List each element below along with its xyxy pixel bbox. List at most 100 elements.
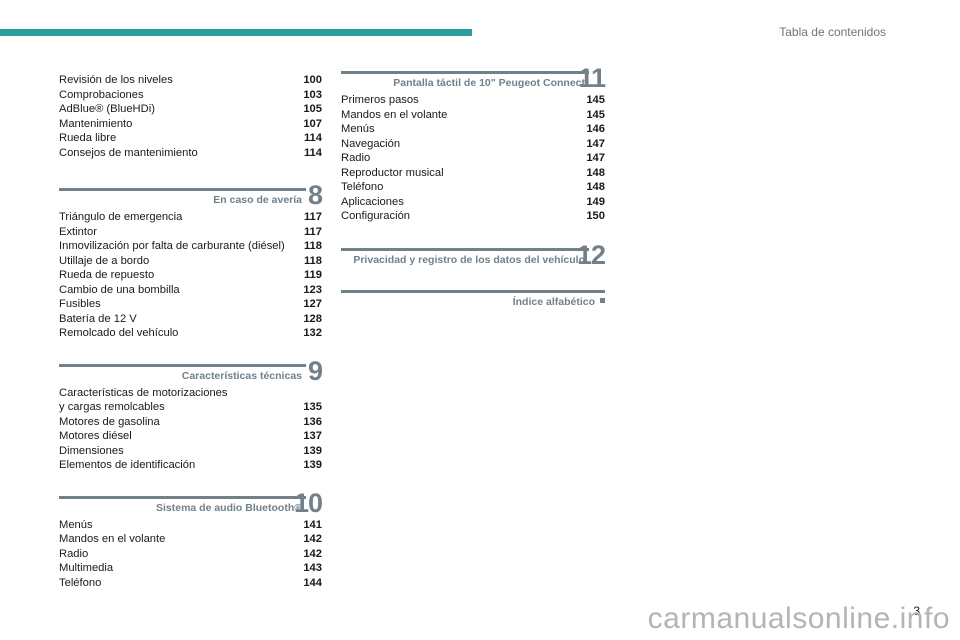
toc-entry-page: 105	[303, 103, 322, 115]
section-title: Características técnicas	[181, 369, 302, 382]
toc-entry-page: 127	[303, 298, 322, 310]
toc-entry[interactable]: Motores de gasolina 136	[59, 415, 322, 430]
toc-entry[interactable]: Teléfono 144	[59, 576, 322, 591]
section-number: 11	[578, 63, 606, 93]
toc-entry-label: Triángulo de emergencia	[59, 211, 183, 223]
section-rule	[59, 363, 306, 367]
toc-entry-page: 137	[303, 430, 322, 442]
toc-entry[interactable]: Revisión de los niveles 100	[59, 73, 322, 88]
section-header-8[interactable]: En caso de avería 8	[59, 180, 323, 210]
watermark: carmanualsonline.info	[647, 602, 950, 635]
toc-entry[interactable]: Cambio de una bombilla 123	[59, 283, 322, 298]
toc-entry[interactable]: Utillaje de a bordo 118	[59, 254, 322, 269]
toc-entry-label: Mandos en el volante	[341, 108, 448, 121]
top-accent-bar	[0, 29, 472, 36]
toc-entry-page: 145	[586, 94, 605, 106]
toc-entry[interactable]: Aplicaciones 149	[341, 195, 605, 210]
toc-entry-label: Navegación	[341, 137, 401, 150]
toc-entry[interactable]: Remolcado del vehículo 132	[59, 326, 322, 341]
toc-entry-label: Radio	[59, 547, 89, 560]
toc-entry-page: 150	[586, 210, 605, 222]
toc-entry[interactable]: Primeros pasos 145	[341, 93, 605, 108]
toc-entry[interactable]: Rueda libre 114	[59, 131, 322, 146]
toc-entry[interactable]: Fusibles 127	[59, 297, 322, 312]
index-title-wrap: Índice alfabético	[513, 296, 605, 308]
toc-entry[interactable]: Consejos de mantenimiento 114	[59, 146, 322, 161]
toc-entry-page: 146	[586, 123, 605, 135]
section-title: Sistema de audio Bluetooth®	[155, 501, 302, 514]
toc-entry-page: 136	[303, 415, 322, 428]
toc-entry-label: Menús	[341, 123, 375, 135]
toc-entry-label: Rueda libre	[59, 132, 117, 144]
section-header-10[interactable]: Sistema de audio Bluetooth® 10	[59, 487, 323, 518]
toc-entry-label: Configuración	[341, 210, 411, 222]
toc-entry-page: 118	[303, 254, 322, 267]
toc-entry[interactable]: Reproductor musical 148	[341, 166, 605, 181]
section-number: 9	[307, 355, 323, 386]
toc-entry[interactable]: Mantenimiento 107	[59, 117, 322, 132]
toc-entry[interactable]: Navegación 147	[341, 137, 605, 152]
toc-entry-page: 103	[303, 88, 322, 101]
toc-entry-label: Cambio de una bombilla	[59, 283, 180, 296]
toc-entry-label: y cargas remolcables	[59, 401, 165, 413]
toc-entry-label: Comprobaciones	[59, 88, 144, 101]
toc-entry[interactable]: Triángulo de emergencia 117	[59, 210, 322, 225]
toc-entry[interactable]: Configuración 150	[341, 209, 605, 224]
toc-entry[interactable]: Mandos en el volante 145	[341, 108, 605, 123]
toc-entry[interactable]: Inmovilización por falta de carburante (…	[59, 239, 322, 254]
index-header[interactable]: Índice alfabético	[341, 282, 605, 312]
toc-entry-page: 119	[303, 269, 322, 281]
section-header-9[interactable]: Características técnicas 9	[59, 355, 323, 386]
toc-entry-page: 135	[303, 401, 322, 413]
toc-entry[interactable]: Radio 142	[59, 547, 322, 562]
toc-entry[interactable]: Mandos en el volante 142	[59, 532, 322, 547]
toc-left-column: Revisión de los niveles 100 Comprobacione…	[59, 73, 323, 591]
toc-entry-page: 132	[303, 327, 322, 339]
toc-entry-page: 145	[586, 108, 605, 121]
toc-entry-label: Remolcado del vehículo	[59, 327, 179, 339]
toc-entry[interactable]: AdBlue® (BlueHDi) 105	[59, 102, 322, 117]
toc-entry[interactable]: Menús 146	[341, 122, 605, 137]
toc-entry-page: 128	[303, 312, 322, 325]
section-number: 10	[293, 487, 323, 518]
toc-intro-list: Revisión de los niveles 100 Comprobacione…	[59, 73, 322, 160]
toc-entry[interactable]: Menús 141	[59, 518, 322, 533]
toc-entry-label: Multimedia	[59, 562, 114, 574]
toc-entry[interactable]: Teléfono 148	[341, 180, 605, 195]
section-title: Privacidad y registro de los datos del v…	[353, 253, 585, 266]
toc-entry[interactable]: Elementos de identificación 139	[59, 458, 322, 473]
toc-entry[interactable]: y cargas remolcables 135	[59, 400, 322, 415]
toc-entry-label: Consejos de mantenimiento	[59, 146, 198, 159]
toc-entry-label: Dimensiones	[59, 444, 124, 457]
toc-entry-page: 147	[586, 137, 605, 150]
toc-entry-label: Mantenimiento	[59, 117, 133, 130]
toc-entry[interactable]: Multimedia 143	[59, 561, 322, 576]
toc-entry[interactable]: Rueda de repuesto 119	[59, 268, 322, 283]
toc-entry-page: 139	[303, 459, 322, 471]
toc-entry-label: Elementos de identificación	[59, 459, 196, 471]
toc-entry-page: 117	[303, 211, 322, 223]
toc-entry-page: 100	[303, 74, 322, 86]
toc-entry[interactable]: Motores diésel 137	[59, 429, 322, 444]
toc-entry[interactable]: Batería de 12 V 128	[59, 312, 322, 327]
toc-entry-page: 107	[303, 117, 322, 130]
toc-entry-label: Revisión de los niveles	[59, 74, 173, 86]
section-10-list: Menús 141 Mandos en el volante 142 Radio 14…	[59, 518, 322, 591]
toc-entry-page: 117	[303, 225, 322, 238]
toc-entry[interactable]: Dimensiones 139	[59, 444, 322, 459]
toc-entry[interactable]: Características de motorizaciones	[59, 386, 322, 401]
section-title: Pantalla táctil de 10" Peugeot Connect	[393, 77, 585, 89]
toc-entry[interactable]: Comprobaciones 103	[59, 88, 322, 103]
toc-entry-label: Fusibles	[59, 298, 101, 310]
page-number: 3	[913, 604, 920, 618]
section-rule	[341, 247, 589, 251]
section-9-list: Características de motorizaciones y carg…	[59, 386, 322, 473]
toc-entry-page: 148	[586, 166, 605, 179]
section-header-11[interactable]: Pantalla táctil de 10" Peugeot Connect 1…	[341, 63, 606, 93]
toc-entry-page: 114	[303, 146, 322, 159]
toc-entry[interactable]: Extintor 117	[59, 225, 322, 240]
section-rule	[59, 188, 306, 191]
section-header-12[interactable]: Privacidad y registro de los datos del v…	[341, 240, 606, 270]
toc-entry[interactable]: Radio 147	[341, 151, 605, 166]
toc-entry-label: Batería de 12 V	[59, 312, 137, 325]
